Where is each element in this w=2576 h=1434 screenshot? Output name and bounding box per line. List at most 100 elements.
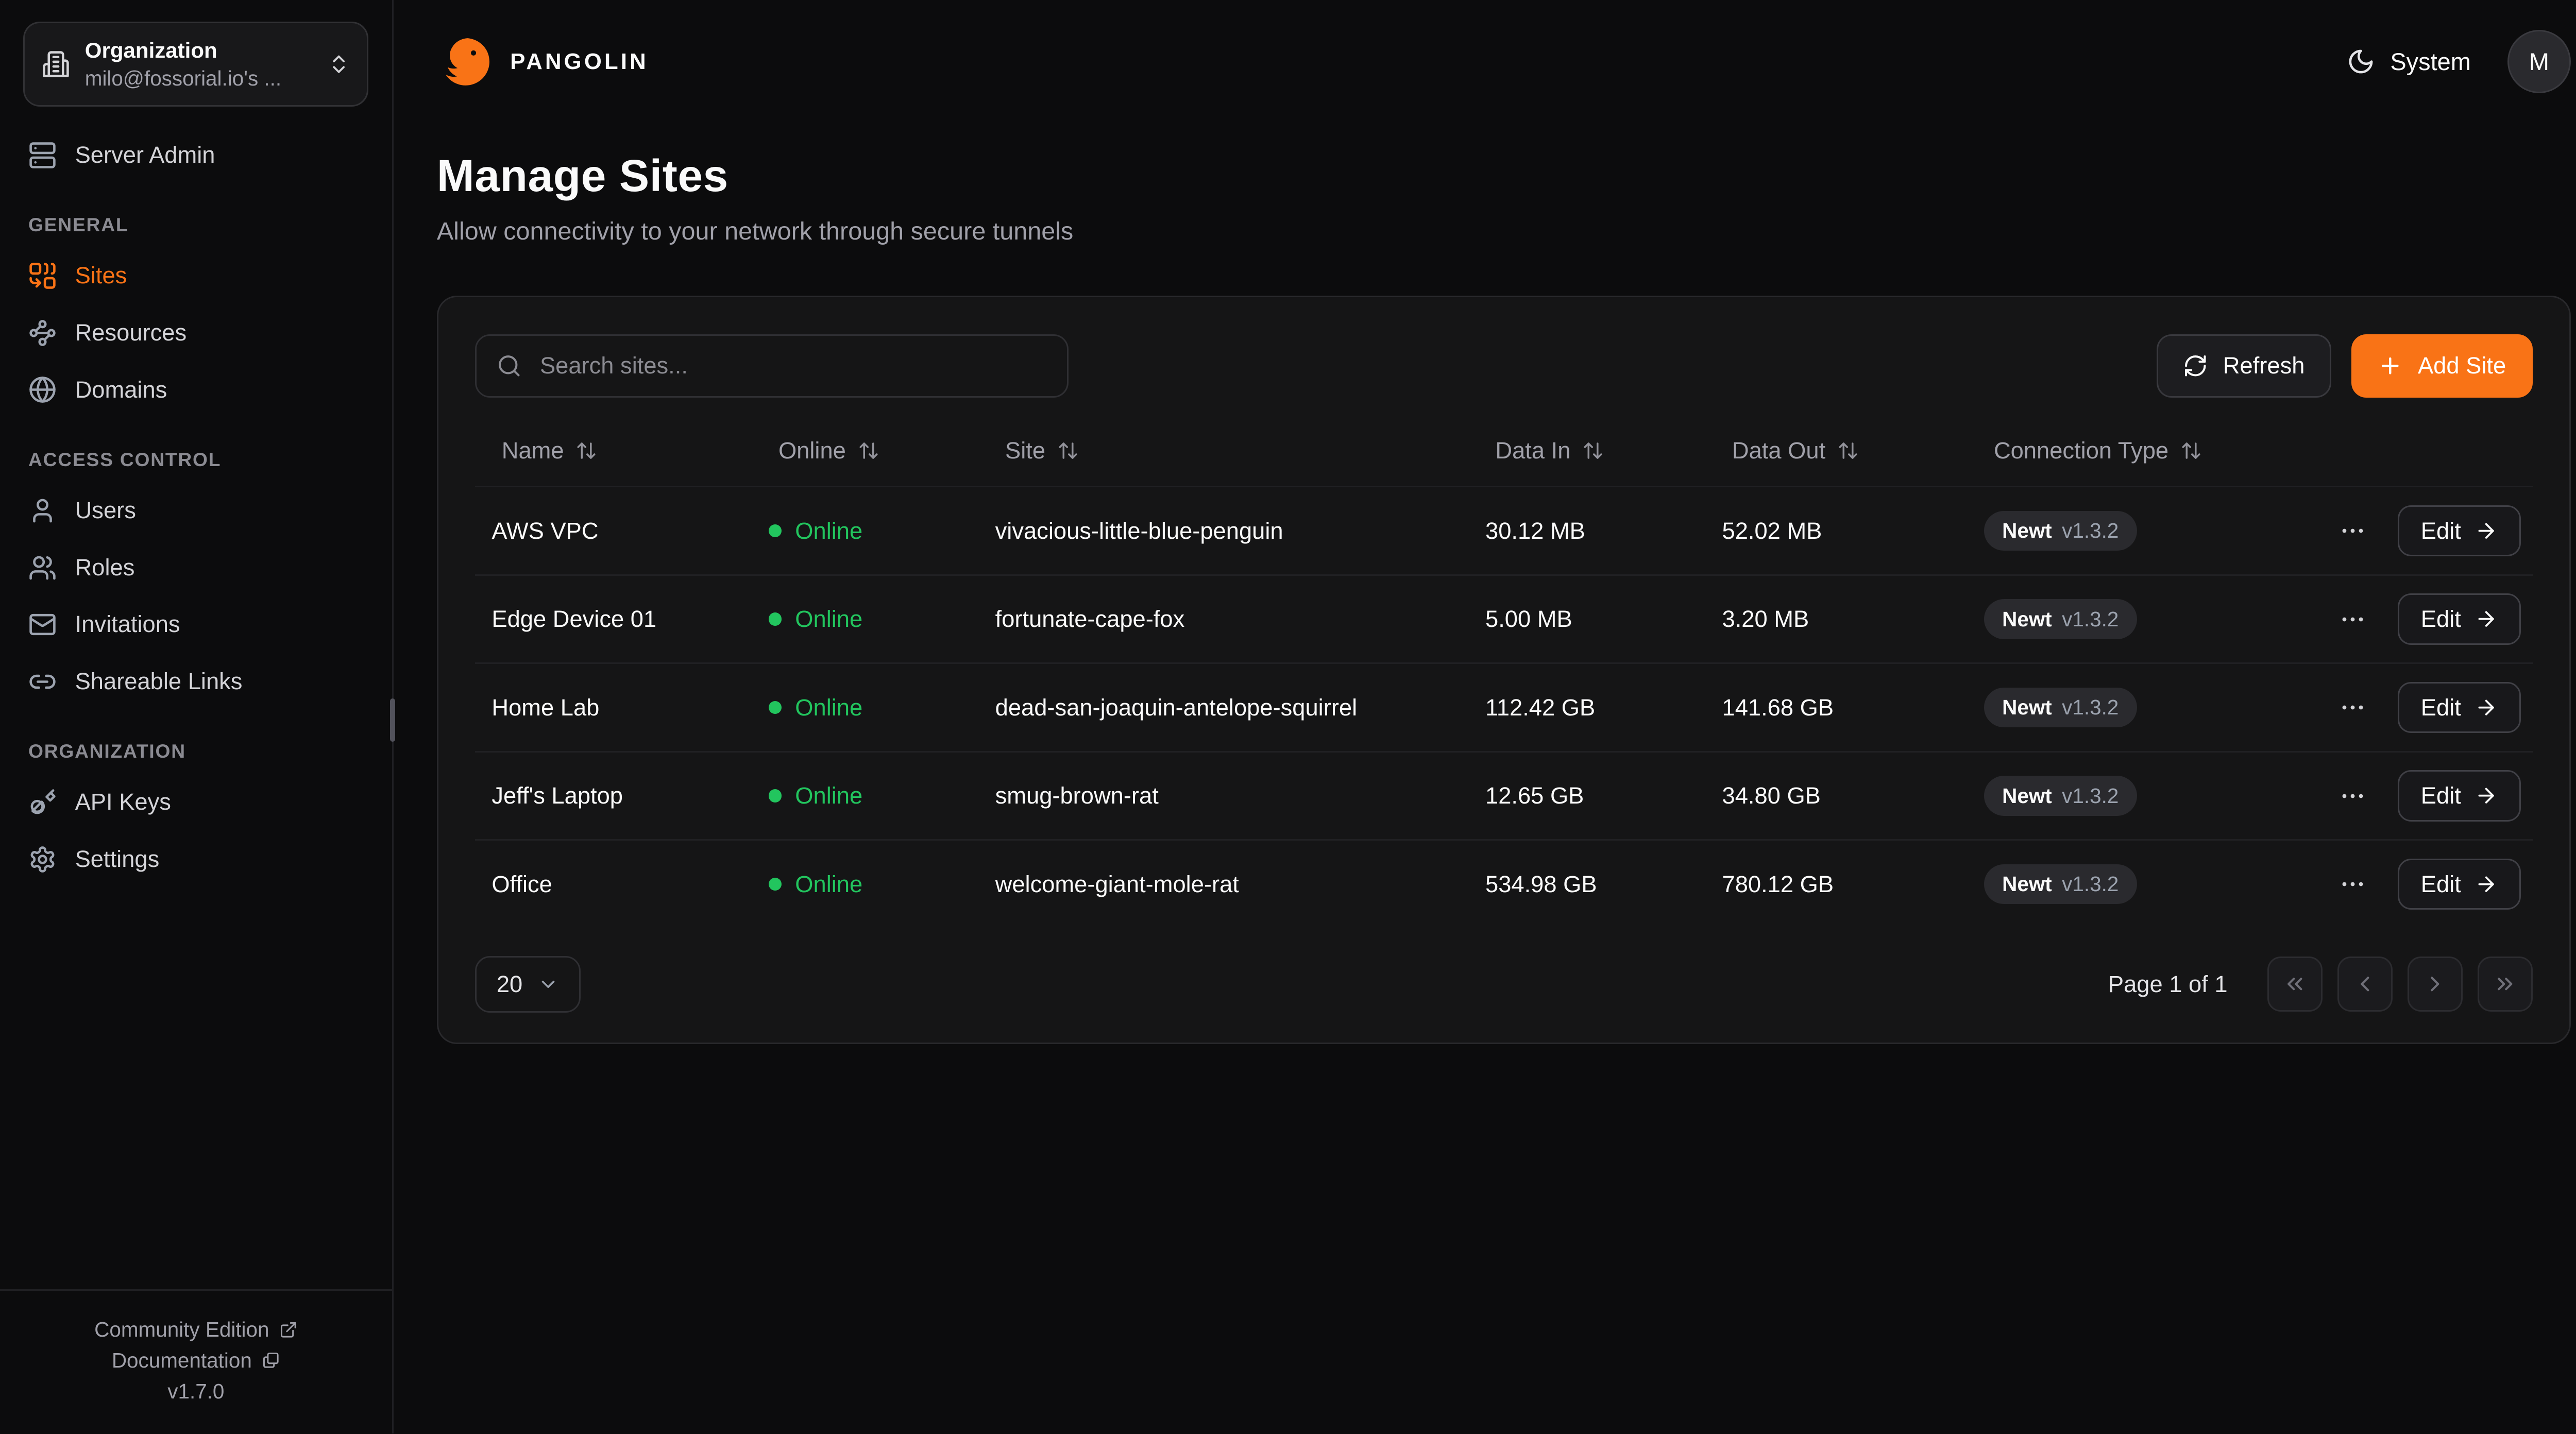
edit-button[interactable]: Edit [2397, 681, 2521, 733]
cell-connection-type: Newt v1.3.2 [1967, 599, 2300, 639]
status-dot [768, 877, 782, 891]
column-header-connection-type[interactable]: Connection Type [1967, 437, 2300, 464]
cell-site: vivacious-little-blue-penguin [995, 517, 1283, 544]
edit-button[interactable]: Edit [2397, 770, 2521, 822]
add-site-button[interactable]: Add Site [2351, 334, 2533, 398]
cell-online-status: Online [752, 871, 978, 898]
row-menu-button[interactable] [2332, 599, 2374, 640]
cell-data-out: 780.12 GB [1722, 870, 1834, 897]
cell-name: Office [492, 870, 552, 897]
sidebar-item-sites[interactable]: Sites [0, 247, 392, 304]
add-site-label: Add Site [2417, 352, 2506, 379]
cell-data-in: 5.00 MB [1485, 606, 1572, 632]
sort-icon [1057, 440, 1079, 462]
cell-online-status: Online [752, 606, 978, 633]
cell-connection-type: Newt v1.3.2 [1967, 864, 2300, 904]
sidebar-item-api-keys[interactable]: API Keys [0, 774, 392, 831]
cell-name: Jeff's Laptop [492, 782, 623, 809]
resources-icon [28, 319, 57, 347]
sidebar-resize-handle[interactable] [390, 698, 396, 742]
theme-toggle[interactable]: System [2347, 47, 2471, 76]
sidebar-item-shareable-links[interactable]: Shareable Links [0, 653, 392, 710]
page-info: Page 1 of 1 [2108, 970, 2228, 997]
sort-icon [1582, 440, 1604, 462]
external-link-icon [279, 1321, 298, 1339]
edit-button[interactable]: Edit [2397, 505, 2521, 557]
table-row: Edge Device 01 Online fortunate-cape-fox… [475, 574, 2533, 663]
connection-badge: Newt v1.3.2 [1984, 599, 2137, 639]
sidebar-item-label: Server Admin [75, 141, 215, 168]
row-menu-button[interactable] [2332, 687, 2374, 728]
next-page-button[interactable] [2408, 957, 2463, 1012]
org-switcher-value: milo@fossorial.io's ... [84, 66, 282, 90]
gear-icon [28, 845, 57, 874]
sidebar-item-users[interactable]: Users [0, 482, 392, 539]
last-page-button[interactable] [2477, 957, 2533, 1012]
cell-data-in: 30.12 MB [1485, 517, 1585, 544]
pager-buttons [2267, 957, 2533, 1012]
column-header-data-out[interactable]: Data Out [1705, 437, 1967, 464]
first-page-button[interactable] [2267, 957, 2323, 1012]
key-icon [28, 788, 57, 816]
prev-page-button[interactable] [2337, 957, 2393, 1012]
cell-name: Edge Device 01 [492, 606, 657, 632]
edit-button[interactable]: Edit [2397, 858, 2521, 910]
page-size-select[interactable]: 20 [475, 955, 581, 1013]
page-size-value: 20 [496, 970, 523, 997]
chevrons-right-icon [2493, 971, 2518, 997]
cell-site: smug-brown-rat [995, 782, 1159, 809]
avatar[interactable]: M [2507, 30, 2571, 94]
column-header-online[interactable]: Online [752, 437, 978, 464]
brand[interactable]: PANGOLIN [437, 33, 649, 90]
table-footer: 20 Page 1 of 1 [475, 955, 2533, 1013]
connection-badge: Newt v1.3.2 [1984, 510, 2137, 551]
cell-data-out: 34.80 GB [1722, 782, 1821, 809]
toolbar-actions: Refresh Add Site [2156, 334, 2533, 398]
arrow-right-icon [2475, 784, 2498, 807]
row-menu-button[interactable] [2332, 775, 2374, 817]
topbar-right: System M [2347, 30, 2571, 94]
column-header-site[interactable]: Site [978, 437, 1468, 464]
documentation-link[interactable]: Documentation [16, 1348, 375, 1373]
ellipsis-icon [2338, 782, 2367, 810]
main-content: PANGOLIN System M Manage Sites Allow con… [394, 0, 2576, 1433]
page-title: Manage Sites [436, 150, 728, 201]
cell-site: fortunate-cape-fox [995, 606, 1185, 632]
mail-icon [28, 610, 57, 639]
chevrons-up-down-icon [327, 53, 350, 76]
sidebar-nav: Server Admin GENERAL Sites Resources Do [0, 127, 392, 888]
refresh-icon [2183, 353, 2208, 379]
sidebar-item-roles[interactable]: Roles [0, 539, 392, 596]
cell-name: Home Lab [492, 694, 600, 721]
ellipsis-icon [2338, 870, 2367, 898]
row-menu-button[interactable] [2332, 510, 2374, 552]
refresh-button[interactable]: Refresh [2156, 334, 2331, 398]
sidebar-item-label: Resources [75, 319, 187, 346]
sidebar-item-settings[interactable]: Settings [0, 831, 392, 888]
arrow-right-icon [2475, 519, 2498, 542]
sidebar-item-resources[interactable]: Resources [0, 304, 392, 362]
search-input[interactable] [536, 350, 1047, 381]
sidebar-item-server-admin[interactable]: Server Admin [0, 127, 392, 184]
edit-button[interactable]: Edit [2397, 593, 2521, 645]
community-edition-link[interactable]: Community Edition [16, 1318, 375, 1342]
ellipsis-icon [2338, 693, 2367, 722]
org-switcher[interactable]: Organization milo@fossorial.io's ... [23, 22, 369, 107]
sidebar-item-invitations[interactable]: Invitations [0, 596, 392, 653]
building-icon [42, 50, 70, 78]
org-switcher-title: Organization [84, 38, 217, 62]
sites-icon [28, 262, 57, 290]
cell-site: dead-san-joaquin-antelope-squirrel [995, 694, 1358, 721]
status-dot [768, 612, 782, 626]
column-header-data-in[interactable]: Data In [1469, 437, 1706, 464]
moon-icon [2347, 47, 2375, 76]
sites-card: Refresh Add Site Name [436, 296, 2571, 1044]
arrow-right-icon [2475, 607, 2498, 630]
row-menu-button[interactable] [2332, 863, 2374, 905]
column-header-name[interactable]: Name [475, 437, 752, 464]
version-label: v1.7.0 [167, 1379, 225, 1403]
sort-icon [575, 440, 597, 462]
chevrons-left-icon [2282, 971, 2308, 997]
sidebar-item-domains[interactable]: Domains [0, 362, 392, 419]
